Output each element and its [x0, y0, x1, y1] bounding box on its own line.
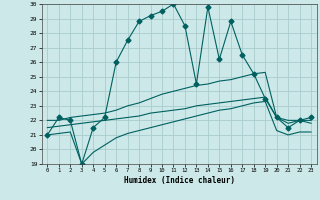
X-axis label: Humidex (Indice chaleur): Humidex (Indice chaleur): [124, 176, 235, 185]
